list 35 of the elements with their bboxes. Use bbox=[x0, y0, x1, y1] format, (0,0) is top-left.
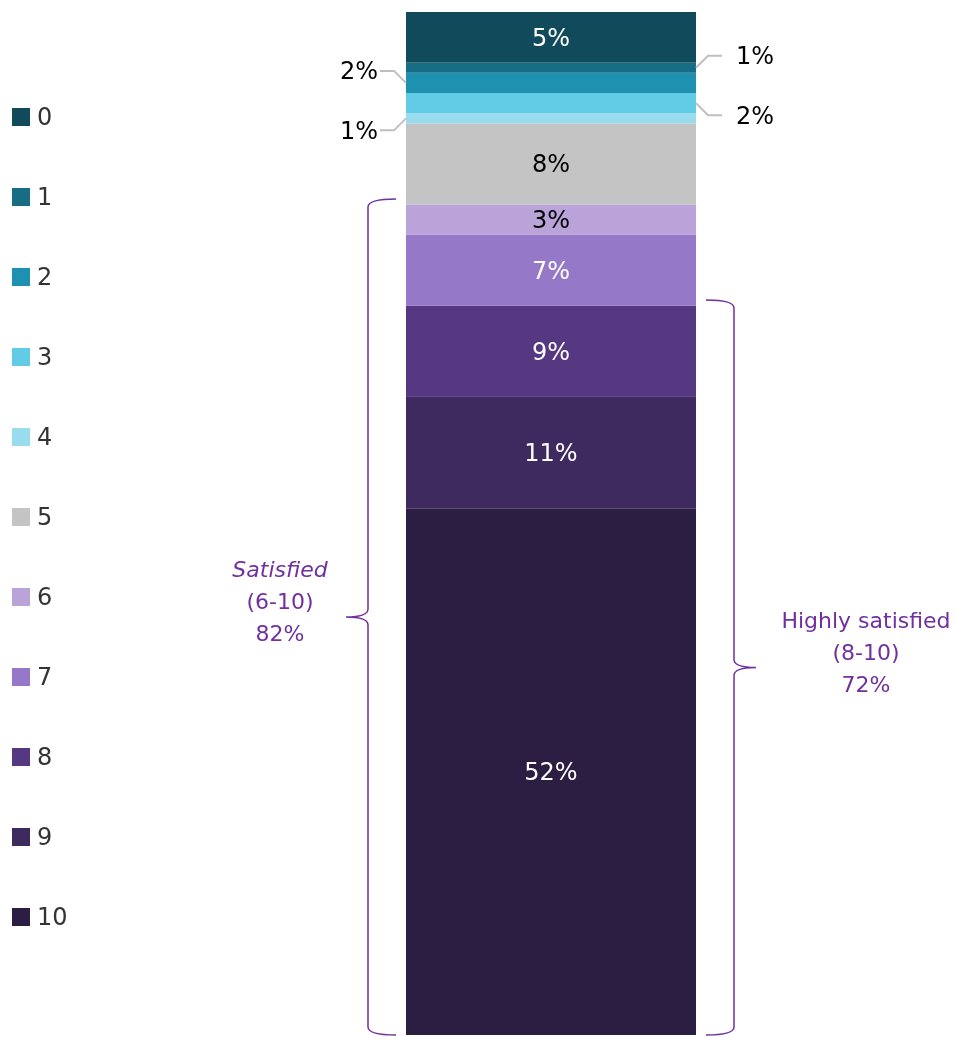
legend-label: 4 bbox=[37, 423, 53, 452]
data-label: 9% bbox=[531, 337, 571, 366]
data-label: 1% bbox=[736, 42, 775, 71]
legend-label: 3 bbox=[37, 343, 53, 372]
data-label: 2% bbox=[339, 57, 378, 86]
legend-label: 1 bbox=[37, 183, 53, 212]
legend-label: 10 bbox=[37, 903, 68, 932]
bar bbox=[406, 234, 696, 306]
data-label: 11% bbox=[524, 439, 578, 467]
legend-label: 2 bbox=[37, 263, 53, 292]
legend-label: 8 bbox=[37, 743, 53, 772]
data-label: 3% bbox=[531, 206, 571, 235]
bar bbox=[406, 305, 696, 397]
legend-label: 0 bbox=[37, 103, 53, 132]
data-label: 2% bbox=[736, 101, 775, 130]
data-label: 52% bbox=[524, 758, 578, 787]
bar bbox=[406, 113, 696, 124]
data-label: 5% bbox=[531, 23, 571, 52]
legend-label: 5 bbox=[37, 503, 53, 532]
bar bbox=[406, 396, 696, 509]
legend-label: 7 bbox=[37, 663, 53, 692]
bar bbox=[406, 508, 696, 1035]
bar bbox=[406, 93, 696, 114]
bar bbox=[406, 12, 696, 63]
text: Satisfied (6-10) 82% bbox=[232, 557, 329, 646]
data-label: 1% bbox=[339, 116, 378, 145]
bar bbox=[406, 72, 696, 94]
data-label: 7% bbox=[531, 256, 571, 285]
bar bbox=[406, 123, 696, 205]
data-label: 8% bbox=[531, 150, 571, 179]
text: Highly satisfied (8-10) 72% bbox=[781, 607, 951, 697]
legend-label: 6 bbox=[37, 583, 53, 612]
bar bbox=[406, 62, 696, 73]
bar bbox=[406, 204, 696, 235]
legend-label: 9 bbox=[37, 823, 53, 852]
